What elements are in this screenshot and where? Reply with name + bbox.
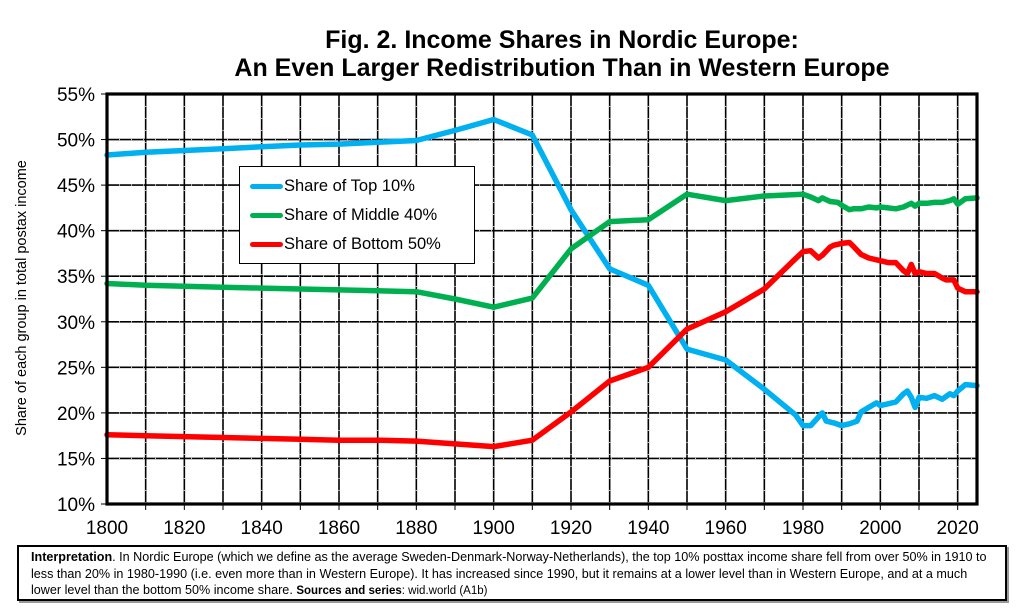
- series-line-top10: [104, 116, 980, 429]
- x-tick-label: 1960: [705, 518, 747, 539]
- y-tick-label: 10%: [57, 495, 95, 516]
- y-tick-label: 45%: [57, 176, 95, 197]
- sources-label: Sources and series: [296, 585, 402, 597]
- chart-title-line-1: Fig. 2. Income Shares in Nordic Europe:: [325, 26, 799, 54]
- series-line-middle40: [104, 191, 980, 310]
- plot-frame: [105, 92, 979, 506]
- plot-border: [105, 92, 979, 506]
- x-tick-label: 1980: [782, 518, 824, 539]
- legend-item-top10: Share of Top 10%: [250, 173, 415, 199]
- y-tick-label: 55%: [57, 85, 95, 106]
- x-tick-label: 1940: [627, 518, 669, 539]
- x-tick-label: 1840: [241, 518, 283, 539]
- legend-item-bottom50: Share of Bottom 50%: [250, 231, 441, 257]
- x-tick-label: 1900: [473, 518, 515, 539]
- interpretation-note: Interpretation. In Nordic Europe (which …: [17, 545, 1007, 601]
- chart-title: Fig. 2. Income Shares in Nordic Europe: …: [0, 26, 1024, 82]
- legend-label-middle40: Share of Middle 40%: [284, 205, 438, 224]
- legend-swatch-middle40: [250, 212, 283, 218]
- legend: Share of Top 10% Share of Middle 40% Sha…: [239, 166, 475, 264]
- line-chart: 10% 15% 20% 25% 30% 35% 40% 45% 50% 55% 1800 1820 18…: [57, 85, 980, 539]
- x-tick-label: 1860: [318, 518, 360, 539]
- y-tick-label: 40%: [57, 222, 95, 243]
- y-tick-label: 35%: [57, 267, 95, 288]
- y-tick-label: 50%: [57, 131, 95, 152]
- y-tick-label: 15%: [57, 449, 95, 470]
- y-tick-label: 25%: [57, 358, 95, 379]
- x-tick-label: 1820: [163, 518, 205, 539]
- chart-title-line-2: An Even Larger Redistribution Than in We…: [234, 54, 890, 82]
- note-label: Interpretation: [31, 550, 113, 564]
- series-line-bottom50: [104, 239, 980, 450]
- x-tick-label: 1800: [86, 518, 128, 539]
- x-tick-label: 1880: [395, 518, 437, 539]
- y-tick-label: 30%: [57, 313, 95, 334]
- x-tick-label: 2000: [859, 518, 901, 539]
- legend-label-top10: Share of Top 10%: [284, 176, 415, 195]
- axis-ticks: 10% 15% 20% 25% 30% 35% 40% 45% 50% 55% 1800 1820 18…: [57, 85, 979, 539]
- y-tick-label: 20%: [57, 404, 95, 425]
- x-tick-label: 1920: [550, 518, 592, 539]
- series-lines: [104, 116, 980, 450]
- legend-swatch-top10: [250, 183, 283, 189]
- legend-swatch-bottom50: [250, 241, 283, 247]
- legend-label-bottom50: Share of Bottom 50%: [284, 234, 441, 253]
- legend-item-middle40: Share of Middle 40%: [250, 202, 437, 228]
- note-text: . In Nordic Europe (which we define as t…: [31, 550, 987, 597]
- grid-lines: [107, 94, 977, 504]
- sources-text: : wid.world (A1b): [401, 585, 488, 597]
- x-tick-label: 2020: [937, 518, 979, 539]
